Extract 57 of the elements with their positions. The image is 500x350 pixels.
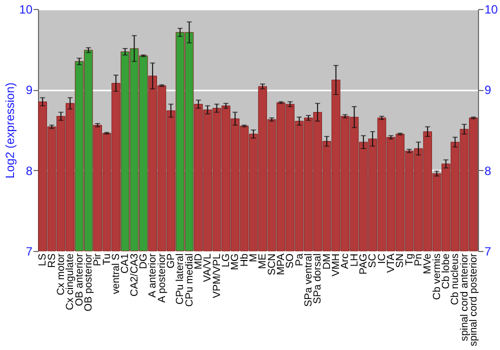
x-tick-label: Cb lobe [440, 253, 452, 289]
x-tick-label: Cb vermis [432, 254, 443, 300]
y-tick-label: 9 [26, 83, 33, 98]
y2-tick-label: 10 [484, 2, 498, 16]
x-tick-label: Arc [340, 254, 352, 269]
x-tick-label: DG [138, 254, 150, 269]
x-tick-label: Pn [413, 253, 424, 266]
x-tick-label: Hb [239, 253, 250, 267]
x-tick-label: CA2/CA3 [129, 253, 140, 296]
y-tick-label: 7 [26, 244, 33, 258]
x-tick-label: CPu lateral [175, 254, 186, 304]
x-tick-label: Cb nucleus [450, 254, 462, 306]
x-tick-label: CA1 [120, 253, 132, 274]
x-tick-label: VTA [386, 253, 397, 273]
x-tick-label: A anterior [148, 252, 159, 298]
y2-tick-label: 8 [484, 164, 492, 178]
x-tick-label: Tg [404, 253, 416, 266]
x-tick-label: ME [258, 253, 269, 269]
x-tick-label: spinal cord posterior [468, 252, 480, 346]
x-tick-label: spinal cord anterior [459, 252, 470, 342]
x-tick-label: VMH [330, 254, 342, 276]
x-tick-label: SC [368, 252, 379, 268]
x-tick-label: SPa dorsal [312, 254, 324, 304]
x-tick-label: MD [193, 254, 204, 270]
x-tick-label: LG [220, 254, 232, 268]
x-tick-label: DM [322, 254, 333, 270]
x-tick-label: Cx cingulate [65, 253, 76, 310]
x-tick-label: CPu medial [184, 254, 196, 307]
x-tick-label: Pir [92, 252, 104, 266]
y-axis-title: Log2 (expression) [3, 82, 18, 179]
x-tick-label: RS [46, 253, 58, 268]
x-tick-label: LH [349, 254, 360, 267]
x-tick-label: ventral S [110, 253, 122, 294]
x-tick-label: SCN [266, 254, 278, 276]
y2-tick-label: 7 [484, 244, 492, 258]
x-tick-label: Cx motor [56, 252, 67, 296]
x-tick-label: GP [166, 253, 177, 268]
y-tick-label: 10 [19, 2, 33, 16]
x-tick-label: MVe [422, 253, 434, 274]
x-tick-label: OB anterior [74, 252, 86, 306]
y2-tick-label: 9 [484, 83, 492, 98]
x-tick-label: VA/VL [202, 253, 214, 282]
x-tick-label: Tu [102, 253, 113, 266]
x-tick-label: SN [395, 254, 406, 268]
x-tick-label: IC [376, 252, 388, 264]
x-tick-label: SPa ventral [303, 254, 314, 307]
x-tick-label: A posterior [156, 252, 168, 303]
x-tick-label: VPM/VPL [212, 253, 223, 298]
y-tick-label: 8 [26, 164, 33, 178]
x-tick-label: MPA [276, 253, 287, 276]
x-tick-label: Pa [294, 253, 306, 266]
x-tick-label: SO [285, 254, 296, 268]
x-tick-label: OB posterior [83, 252, 94, 312]
x-tick-label: LS [38, 253, 49, 266]
x-tick-label: M [248, 254, 260, 262]
x-tick-label: PAG [358, 254, 370, 274]
x-tick-label: MG [230, 254, 242, 270]
